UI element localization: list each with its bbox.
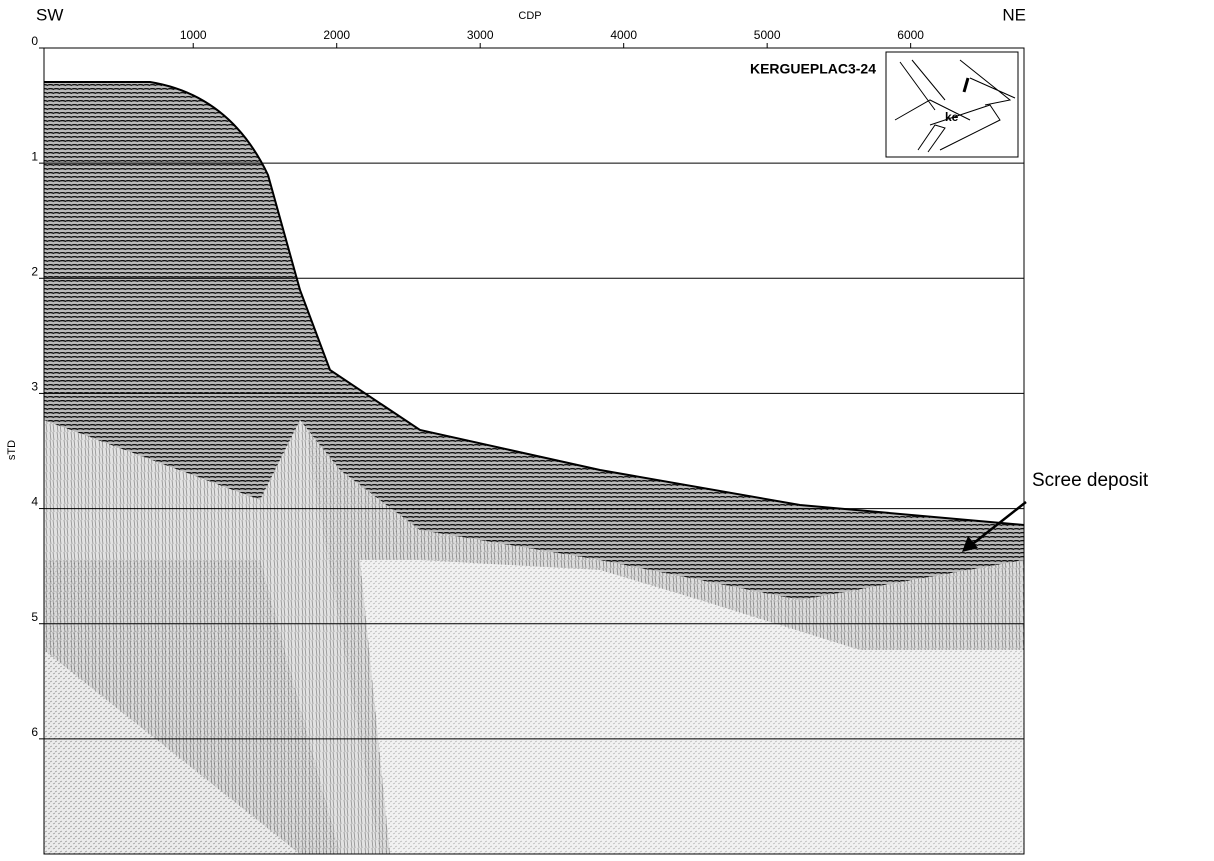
y-tick-label: 1: [31, 149, 38, 163]
x-tick-label: 6000: [897, 28, 924, 42]
seismic-image: [44, 82, 1024, 854]
annotation: Scree deposit: [1032, 470, 1149, 491]
x-tick-label: 4000: [610, 28, 637, 42]
y-axis-label: sTD: [6, 440, 18, 460]
left-label: SW: [36, 5, 63, 24]
location-map: ke: [886, 52, 1018, 157]
x-tick-label: 3000: [467, 28, 494, 42]
y-tick-label: 4: [31, 495, 38, 509]
y-tick-label: 5: [31, 610, 38, 624]
x-axis-label: CDP: [518, 10, 541, 22]
y-tick-label: 3: [31, 380, 38, 394]
x-tick-label: 2000: [323, 28, 350, 42]
x-tick-label: 5000: [754, 28, 781, 42]
chart: ke SW NE CDP sTD KERGUEPLAC3-24 Scree de…: [0, 0, 1214, 856]
y-tick-label: 0: [31, 34, 38, 48]
profile-name: KERGUEPLAC3-24: [750, 61, 876, 77]
x-tick-label: 1000: [180, 28, 207, 42]
y-tick-label: 6: [31, 725, 38, 739]
right-label: NE: [1002, 5, 1026, 24]
svg-text:ke: ke: [945, 110, 959, 124]
y-tick-label: 2: [31, 264, 38, 278]
